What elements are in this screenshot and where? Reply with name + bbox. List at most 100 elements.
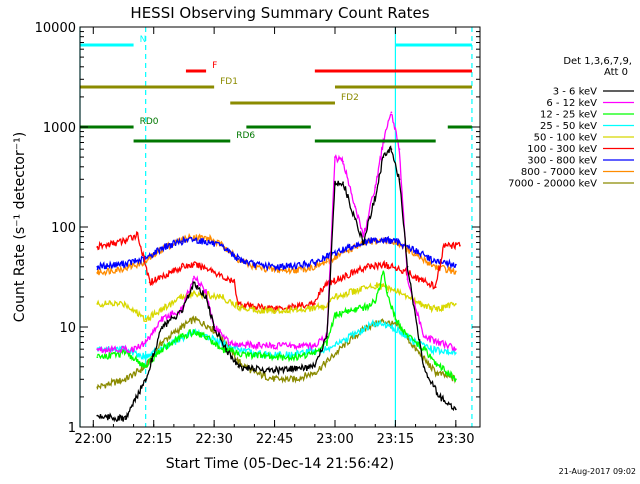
data-point-12-25-kev-25 bbox=[454, 378, 457, 381]
state-label-f: F bbox=[212, 61, 217, 71]
data-point-12-25-kev-1 bbox=[124, 352, 127, 354]
data-point-6-12-kev-6 bbox=[205, 291, 207, 294]
data-point-100-300-kev-7 bbox=[209, 268, 212, 270]
data-point-300-800-kev-18 bbox=[414, 249, 417, 252]
data-point-3-6-kev-6 bbox=[205, 295, 207, 298]
legend-label-25-50-kev-kev: 25 - 50 keV bbox=[540, 121, 597, 132]
series-line-300-800-kev-kev bbox=[96, 235, 457, 272]
x-tick-label-3: 22:45 bbox=[256, 432, 293, 447]
data-point-50-100-kev-5 bbox=[193, 291, 195, 294]
data-point-12-25-kev-3 bbox=[160, 348, 163, 351]
x-tick-label-1: 22:15 bbox=[135, 432, 172, 447]
data-point-800-7000-kev-12 bbox=[313, 265, 316, 268]
data-point-12-25-kev-18 bbox=[374, 300, 377, 303]
data-point-3-6-kev-3 bbox=[160, 326, 163, 328]
data-point-6-12-kev-17 bbox=[362, 235, 365, 238]
data-point-3-6-kev-15 bbox=[334, 182, 336, 185]
data-point-300-800-kev-3 bbox=[160, 246, 163, 249]
data-point-100-300-kev-18 bbox=[366, 265, 369, 268]
x-tick-label-5: 23:15 bbox=[377, 432, 414, 447]
data-point-3-6-kev-0 bbox=[96, 414, 99, 417]
data-point-3-6-kev-4 bbox=[181, 311, 183, 314]
data-point-3-6-kev-21 bbox=[390, 148, 393, 151]
data-point-3-6-kev-18 bbox=[362, 241, 365, 244]
data-point-7000-20000-kev-3 bbox=[160, 341, 163, 344]
y-tick-label-2: 100 bbox=[51, 221, 76, 236]
data-point-300-800-kev-7 bbox=[225, 248, 228, 251]
data-point-800-7000-kev-6 bbox=[209, 238, 212, 240]
data-point-300-800-kev-12 bbox=[313, 261, 316, 264]
legend-header-0: Det 1,3,6,7,9, bbox=[563, 56, 632, 67]
data-point-25-50-kev-15 bbox=[374, 321, 377, 324]
x-axis: 22:00 22:15 22:30 22:45 23:00 23:15 23:30 bbox=[75, 27, 475, 447]
data-point-100-300-kev-10 bbox=[237, 303, 240, 305]
data-point-6-12-kev-2 bbox=[144, 341, 147, 344]
data-point-300-800-kev-5 bbox=[193, 238, 195, 241]
data-point-3-6-kev-20 bbox=[382, 156, 385, 159]
data-point-50-100-kev-10 bbox=[273, 309, 276, 312]
data-point-800-7000-kev-11 bbox=[293, 269, 296, 272]
data-point-100-300-kev-22 bbox=[434, 286, 437, 289]
data-point-100-300-kev-5 bbox=[181, 265, 183, 268]
data-point-3-6-kev-16 bbox=[342, 181, 344, 184]
data-point-12-25-kev-21 bbox=[394, 318, 397, 320]
data-point-12-25-kev-5 bbox=[193, 330, 195, 333]
data-point-50-100-kev-0 bbox=[96, 303, 99, 305]
data-point-100-300-kev-24 bbox=[458, 244, 461, 247]
data-point-6-12-kev-18 bbox=[374, 186, 377, 189]
data-point-50-100-kev-20 bbox=[434, 308, 437, 311]
data-point-3-6-kev-11 bbox=[273, 369, 276, 372]
data-point-300-800-kev-1 bbox=[124, 262, 127, 265]
data-point-12-25-kev-9 bbox=[253, 354, 256, 357]
data-point-50-100-kev-7 bbox=[221, 295, 224, 298]
data-point-6-12-kev-16 bbox=[354, 205, 357, 208]
data-point-100-300-kev-17 bbox=[346, 274, 348, 277]
data-point-6-12-kev-0 bbox=[96, 348, 99, 351]
chart-title: HESSI Observing Summary Count Rates bbox=[130, 4, 429, 22]
data-point-100-300-kev-14 bbox=[313, 303, 316, 305]
data-point-300-800-kev-11 bbox=[293, 264, 296, 267]
data-point-300-800-kev-0 bbox=[96, 265, 99, 268]
y-tick-label-4: 10000 bbox=[35, 21, 76, 36]
data-point-25-50-kev-7 bbox=[237, 348, 240, 351]
data-point-800-7000-kev-20 bbox=[454, 270, 457, 273]
data-point-100-300-kev-13 bbox=[293, 305, 296, 308]
data-point-7000-20000-kev-19 bbox=[434, 371, 437, 374]
data-point-7000-20000-kev-13 bbox=[326, 360, 328, 363]
data-point-100-300-kev-9 bbox=[233, 281, 236, 284]
data-point-50-100-kev-11 bbox=[293, 308, 296, 311]
data-point-6-12-kev-12 bbox=[313, 344, 316, 347]
data-point-7000-20000-kev-10 bbox=[273, 378, 276, 381]
data-point-300-800-kev-20 bbox=[454, 263, 457, 266]
data-point-50-100-kev-2 bbox=[144, 318, 147, 320]
data-point-12-25-kev-13 bbox=[326, 341, 328, 344]
data-point-6-12-kev-15 bbox=[342, 160, 344, 163]
data-point-50-100-kev-8 bbox=[237, 305, 240, 308]
data-point-50-100-kev-9 bbox=[253, 308, 256, 311]
data-point-50-100-kev-19 bbox=[414, 300, 417, 303]
data-point-12-25-kev-8 bbox=[237, 352, 240, 354]
data-point-7000-20000-kev-18 bbox=[414, 348, 417, 351]
data-point-7000-20000-kev-5 bbox=[193, 318, 195, 320]
data-point-7000-20000-kev-16 bbox=[382, 320, 385, 322]
data-point-50-100-kev-4 bbox=[181, 295, 183, 298]
data-point-25-50-kev-16 bbox=[386, 323, 389, 326]
data-point-25-50-kev-17 bbox=[398, 330, 401, 333]
legend-label-100-300-kev-kev: 100 - 300 keV bbox=[527, 144, 597, 155]
data-point-300-800-kev-6 bbox=[209, 241, 212, 244]
data-point-12-25-kev-15 bbox=[342, 311, 344, 314]
state-label-rd6: RD6 bbox=[236, 131, 255, 141]
data-point-100-300-kev-8 bbox=[225, 278, 228, 281]
data-point-25-50-kev-13 bbox=[334, 344, 336, 347]
data-point-12-25-kev-2 bbox=[144, 365, 147, 368]
data-point-25-50-kev-20 bbox=[454, 352, 457, 354]
data-point-3-6-kev-22 bbox=[398, 178, 401, 181]
y-axis-label: Count Rate (s⁻¹ detector⁻¹) bbox=[12, 132, 28, 322]
data-point-100-300-kev-15 bbox=[317, 291, 320, 294]
data-point-12-25-kev-23 bbox=[422, 348, 425, 351]
data-point-7000-20000-kev-6 bbox=[209, 326, 212, 328]
data-point-3-6-kev-23 bbox=[406, 265, 409, 268]
data-point-12-25-kev-22 bbox=[406, 335, 409, 338]
data-point-800-7000-kev-7 bbox=[225, 246, 228, 249]
